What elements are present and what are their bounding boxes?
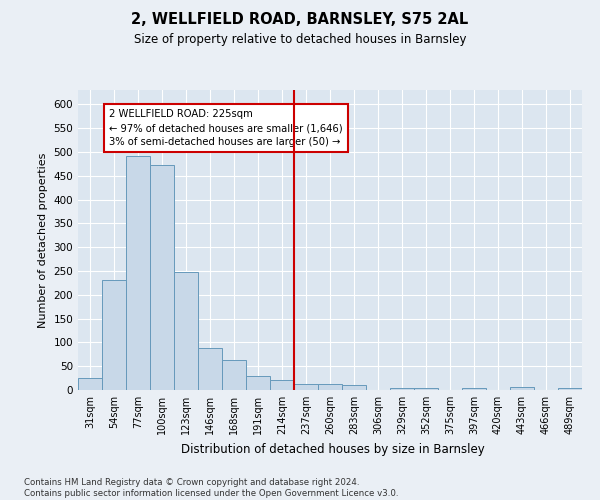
- Bar: [390, 388, 414, 390]
- Text: 2, WELLFIELD ROAD, BARNSLEY, S75 2AL: 2, WELLFIELD ROAD, BARNSLEY, S75 2AL: [131, 12, 469, 28]
- Bar: [270, 380, 294, 390]
- Bar: [78, 378, 102, 390]
- Bar: [222, 360, 246, 390]
- Bar: [150, 165, 174, 390]
- Text: Distribution of detached houses by size in Barnsley: Distribution of detached houses by size …: [181, 442, 485, 456]
- Bar: [342, 385, 366, 390]
- Bar: [510, 386, 534, 390]
- Bar: [198, 348, 222, 390]
- Bar: [558, 388, 582, 390]
- Text: Contains HM Land Registry data © Crown copyright and database right 2024.
Contai: Contains HM Land Registry data © Crown c…: [24, 478, 398, 498]
- Bar: [246, 376, 270, 390]
- Bar: [318, 384, 342, 390]
- Text: Size of property relative to detached houses in Barnsley: Size of property relative to detached ho…: [134, 32, 466, 46]
- Text: 2 WELLFIELD ROAD: 225sqm
← 97% of detached houses are smaller (1,646)
3% of semi: 2 WELLFIELD ROAD: 225sqm ← 97% of detach…: [109, 109, 343, 147]
- Bar: [126, 156, 150, 390]
- Bar: [462, 388, 486, 390]
- Bar: [294, 384, 318, 390]
- Y-axis label: Number of detached properties: Number of detached properties: [38, 152, 48, 328]
- Bar: [414, 388, 438, 390]
- Bar: [102, 280, 126, 390]
- Bar: [174, 272, 198, 390]
